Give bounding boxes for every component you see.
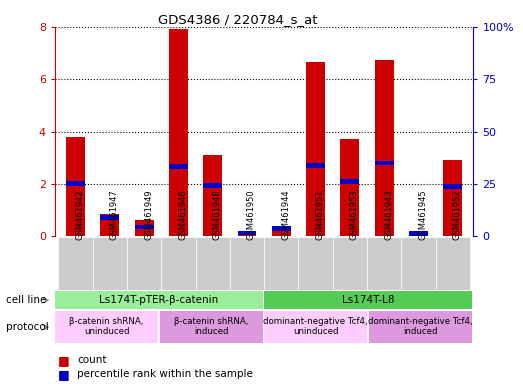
Bar <box>59 237 93 290</box>
Bar <box>55 311 158 343</box>
Bar <box>444 160 462 236</box>
Bar <box>161 237 196 290</box>
Bar <box>93 237 127 290</box>
Bar <box>272 226 291 231</box>
Bar <box>134 225 154 229</box>
Text: ■: ■ <box>58 368 69 381</box>
Bar <box>299 237 333 290</box>
Bar <box>340 179 359 184</box>
Text: Ls174T-L8: Ls174T-L8 <box>342 295 394 305</box>
Text: GDS4386 / 220784_s_at: GDS4386 / 220784_s_at <box>158 13 317 26</box>
Bar <box>264 237 299 290</box>
Bar <box>169 30 188 236</box>
Text: GSM461953: GSM461953 <box>350 189 359 240</box>
Bar <box>306 62 325 236</box>
Text: GSM461950: GSM461950 <box>247 189 256 240</box>
Text: cell line: cell line <box>6 295 47 305</box>
Text: GSM461948: GSM461948 <box>213 189 222 240</box>
Bar <box>160 311 263 343</box>
Bar <box>264 291 472 309</box>
Bar <box>196 237 230 290</box>
Bar <box>127 237 161 290</box>
Bar <box>367 237 401 290</box>
Text: GSM461947: GSM461947 <box>110 189 119 240</box>
Text: GSM461944: GSM461944 <box>281 189 290 240</box>
Bar <box>230 237 264 290</box>
Text: ■: ■ <box>58 354 69 367</box>
Bar <box>306 163 325 168</box>
Bar <box>66 182 85 186</box>
Bar <box>401 237 436 290</box>
Bar <box>374 60 394 236</box>
Text: β-catenin shRNA,
uninduced: β-catenin shRNA, uninduced <box>70 317 144 336</box>
Bar <box>409 231 428 236</box>
Text: GSM461949: GSM461949 <box>144 189 153 240</box>
Text: dominant-negative Tcf4,
uninduced: dominant-negative Tcf4, uninduced <box>264 317 368 336</box>
Text: GSM461943: GSM461943 <box>384 189 393 240</box>
Text: GSM461945: GSM461945 <box>418 189 427 240</box>
Bar <box>100 214 119 236</box>
Bar <box>409 233 428 236</box>
Text: GSM461942: GSM461942 <box>75 189 85 240</box>
Text: β-catenin shRNA,
induced: β-catenin shRNA, induced <box>174 317 248 336</box>
Bar <box>333 237 367 290</box>
Text: GSM461952: GSM461952 <box>453 189 462 240</box>
Bar <box>369 311 472 343</box>
Bar <box>374 161 394 165</box>
Text: count: count <box>77 355 107 365</box>
Bar <box>100 215 119 220</box>
Text: dominant-negative Tcf4,
induced: dominant-negative Tcf4, induced <box>368 317 473 336</box>
Bar <box>272 227 291 236</box>
Bar <box>203 155 222 236</box>
Bar <box>55 291 263 309</box>
Text: GSM461951: GSM461951 <box>315 189 325 240</box>
Bar <box>203 183 222 187</box>
Bar <box>237 231 256 235</box>
Bar <box>444 184 462 189</box>
Bar <box>237 232 256 236</box>
Text: protocol: protocol <box>6 322 49 332</box>
Bar <box>134 220 154 236</box>
Bar <box>66 137 85 236</box>
Bar <box>436 237 470 290</box>
Bar <box>169 164 188 169</box>
Text: percentile rank within the sample: percentile rank within the sample <box>77 369 253 379</box>
Text: GSM461946: GSM461946 <box>178 189 187 240</box>
Bar <box>264 311 367 343</box>
Text: Ls174T-pTER-β-catenin: Ls174T-pTER-β-catenin <box>99 295 219 305</box>
Bar <box>340 139 359 236</box>
